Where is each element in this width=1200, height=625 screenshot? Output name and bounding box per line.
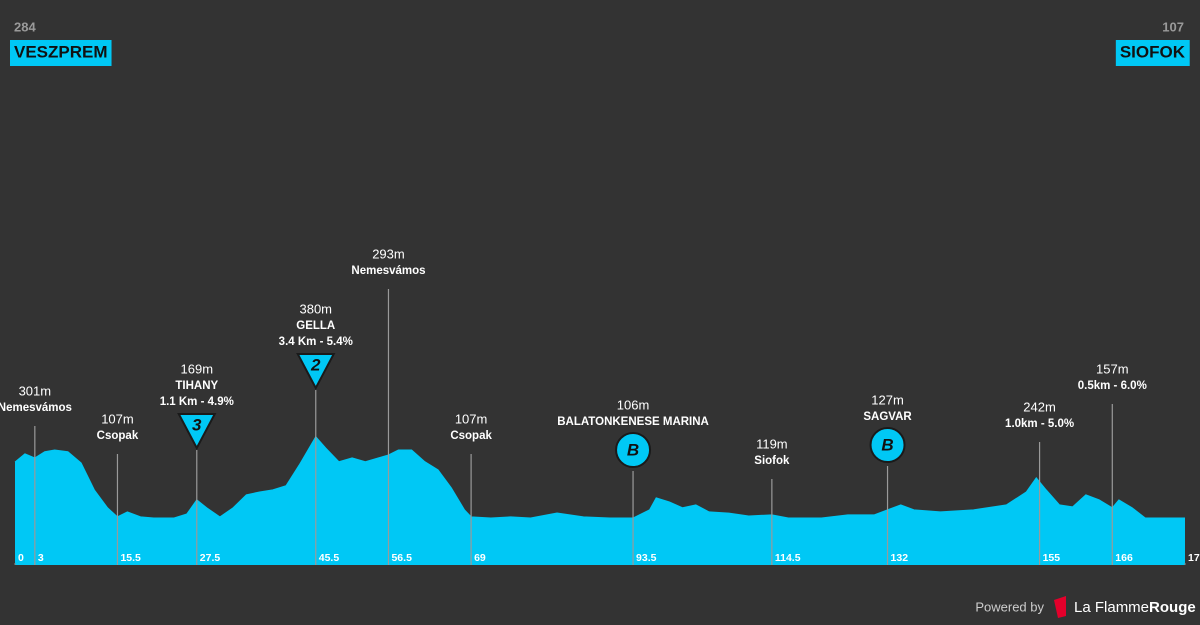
waypoint-elevation: 380m xyxy=(299,301,332,316)
waypoint: 106m BALATONKENESE MARINA B xyxy=(557,397,709,565)
waypoint: 301m Nemesvámos xyxy=(0,383,72,565)
x-tick-label: 177 xyxy=(1188,552,1200,564)
waypoint-elevation: 293m xyxy=(372,246,405,261)
profile-line xyxy=(14,435,1185,519)
finish-elevation: 107 xyxy=(1162,19,1184,34)
waypoint-place: Nemesvámos xyxy=(0,402,72,414)
waypoint-elevation: 106m xyxy=(617,397,650,412)
waypoint: 380m GELLA 3.4 Km - 5.4% 2 xyxy=(279,301,353,565)
powered-by: Powered by xyxy=(975,599,1044,614)
start-box xyxy=(10,40,112,66)
x-tick-label: 93.5 xyxy=(636,552,657,564)
waypoint-elevation: 107m xyxy=(101,411,134,426)
start-name: VESZPREM xyxy=(14,42,108,61)
waypoint-place: Siofok xyxy=(754,455,790,467)
climb-category: 2 xyxy=(310,355,321,374)
waypoint-place: BALATONKENESE MARINA xyxy=(557,416,709,428)
bonus-icon xyxy=(615,432,652,468)
bonus-label: B xyxy=(881,435,893,454)
waypoint-place: SAGVAR xyxy=(863,411,912,423)
finish-box xyxy=(1115,40,1190,66)
waypoint-elevation: 301m xyxy=(19,383,52,398)
x-tick-label: 45.5 xyxy=(319,552,340,564)
bonus-label: B xyxy=(627,440,639,459)
waypoint-climb: 3.4 Km - 5.4% xyxy=(279,336,353,348)
x-tick-label: 155 xyxy=(1043,552,1061,564)
climb-icon xyxy=(177,413,217,451)
brand-regular: La Flamme xyxy=(1074,599,1149,616)
waypoint-climb: 1.0km - 5.0% xyxy=(1005,418,1074,430)
brand: La FlammeRouge xyxy=(1074,599,1196,616)
waypoint: 242m 1.0km - 5.0% xyxy=(1005,399,1074,565)
waypoint: 157m 0.5km - 6.0% xyxy=(1078,361,1147,565)
waypoint-elevation: 107m xyxy=(455,411,488,426)
bonus-icon xyxy=(869,427,906,463)
x-tick-label: 114.5 xyxy=(775,552,801,564)
x-tick-label: 69 xyxy=(474,552,486,564)
waypoint-place: Nemesvámos xyxy=(351,265,425,277)
finish-name: SIOFOK xyxy=(1120,42,1186,61)
waypoint-place: Csopak xyxy=(97,430,139,442)
x-tick-label: 0 xyxy=(18,552,24,564)
x-tick-label: 27.5 xyxy=(200,552,221,564)
waypoint: 127m SAGVAR B xyxy=(863,392,912,565)
x-tick-label: 132 xyxy=(891,552,909,564)
brand-logo xyxy=(1054,596,1066,618)
waypoint-place: TIHANY xyxy=(175,380,218,392)
waypoint: 107m Csopak xyxy=(97,411,139,565)
x-tick-label: 56.5 xyxy=(391,552,412,564)
climb-icon xyxy=(296,353,336,391)
waypoint-climb: 0.5km - 6.0% xyxy=(1078,380,1147,392)
waypoint: 169m TIHANY 1.1 Km - 4.9% 3 xyxy=(160,361,234,565)
x-tick-label: 15.5 xyxy=(120,552,141,564)
brand-bold: Rouge xyxy=(1149,599,1196,616)
waypoint-elevation: 169m xyxy=(181,361,214,376)
x-tick-label: 3 xyxy=(38,552,44,564)
start-elevation: 284 xyxy=(14,19,36,34)
waypoint: 293m Nemesvámos xyxy=(351,246,426,565)
waypoint-elevation: 157m xyxy=(1096,361,1129,376)
waypoint-place: Csopak xyxy=(450,430,492,442)
waypoint-climb: 1.1 Km - 4.9% xyxy=(160,396,234,408)
waypoint-place: GELLA xyxy=(296,320,335,332)
waypoint: 107m Csopak xyxy=(450,411,492,565)
waypoint: 119m Siofok xyxy=(754,436,790,565)
waypoint-elevation: 242m xyxy=(1023,399,1056,414)
waypoint-elevation: 127m xyxy=(871,392,904,407)
waypoint-elevation: 119m xyxy=(756,436,788,451)
x-tick-label: 166 xyxy=(1115,552,1133,564)
climb-category: 3 xyxy=(192,415,202,434)
profile-fill xyxy=(15,436,1185,565)
